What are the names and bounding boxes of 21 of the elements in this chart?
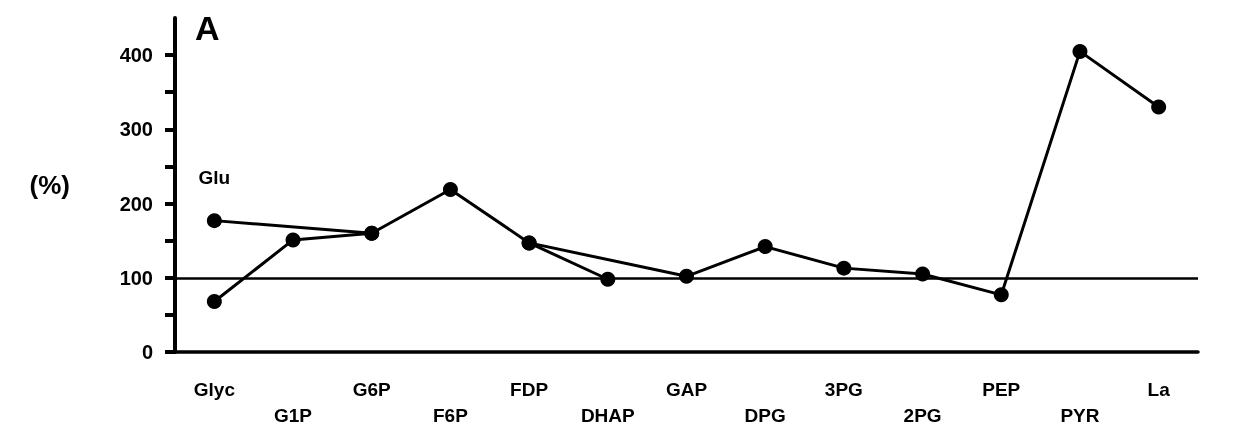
y-tick-label: 0 — [141, 341, 153, 363]
x-tick-label: PYR — [1060, 404, 1100, 426]
x-tick-label: F6P — [432, 404, 469, 426]
x-tick-label: 3PG — [824, 378, 863, 400]
x-tick-label: DPG — [744, 404, 786, 426]
x-tick-label: FDP — [510, 378, 549, 400]
chart-title: A — [195, 9, 220, 47]
x-tick-label: DHAP — [580, 404, 636, 426]
x-tick-label: 2PG — [903, 404, 942, 426]
x-tick-label: La — [1147, 378, 1171, 400]
x-tick-label: G6P — [352, 378, 392, 400]
y-tick-label: 300 — [119, 118, 153, 141]
x-tick-label: G1P — [274, 404, 313, 426]
x-tick-label: GAP — [665, 378, 708, 400]
y-tick-label: 100 — [119, 266, 153, 289]
series-label: Glu — [198, 167, 231, 189]
y-tick-label: 400 — [119, 44, 153, 67]
y-tick-label: 200 — [119, 192, 153, 215]
x-tick-label: Glyc — [193, 378, 236, 400]
y-axis-title: (%) — [29, 170, 70, 200]
x-tick-label: PEP — [982, 378, 1021, 400]
